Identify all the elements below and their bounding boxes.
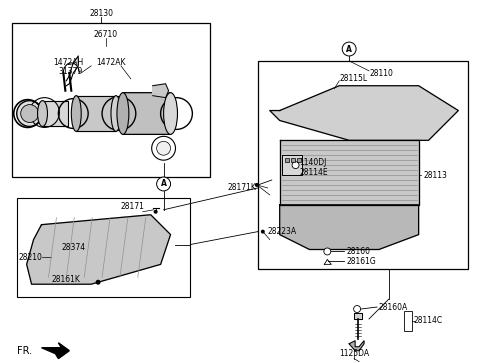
Polygon shape [280, 140, 419, 205]
Text: 28160: 28160 [346, 247, 370, 256]
Polygon shape [280, 205, 419, 249]
Bar [258, 61, 468, 269]
Text: 28113: 28113 [423, 171, 447, 180]
Text: 28171: 28171 [121, 202, 145, 211]
Text: 31379: 31379 [59, 68, 83, 76]
Polygon shape [76, 96, 116, 131]
Text: A: A [161, 179, 167, 188]
Text: 28210: 28210 [19, 253, 43, 262]
Text: 28161K: 28161K [51, 275, 80, 284]
Text: 28110: 28110 [369, 69, 393, 78]
Circle shape [261, 230, 265, 234]
Bar [297, 158, 300, 162]
Text: 28160A: 28160A [379, 302, 408, 311]
Text: FR.: FR. [17, 346, 32, 356]
Ellipse shape [37, 101, 48, 126]
Text: 1140DJ: 1140DJ [300, 158, 327, 167]
Text: 1125DA: 1125DA [339, 349, 369, 358]
Bar [12, 23, 210, 177]
Text: 28161G: 28161G [346, 257, 376, 266]
Circle shape [154, 210, 157, 214]
Text: 26710: 26710 [94, 30, 118, 38]
Circle shape [17, 101, 43, 126]
Circle shape [324, 248, 331, 255]
Polygon shape [42, 343, 69, 359]
Polygon shape [27, 215, 170, 284]
Ellipse shape [72, 96, 81, 131]
Text: 28115L: 28115L [339, 74, 367, 83]
Ellipse shape [111, 96, 121, 131]
Text: 1472AH: 1472AH [53, 58, 84, 68]
Text: 28130: 28130 [89, 9, 113, 18]
Circle shape [96, 280, 101, 285]
Text: 28223A: 28223A [268, 227, 297, 236]
Bar [17, 198, 191, 297]
Text: 28374: 28374 [61, 243, 85, 252]
Bar [290, 158, 295, 162]
Text: 28171K: 28171K [227, 183, 256, 192]
Text: 28114E: 28114E [300, 168, 328, 176]
Polygon shape [349, 341, 364, 351]
Circle shape [156, 177, 170, 191]
Circle shape [255, 183, 259, 187]
Ellipse shape [164, 93, 178, 134]
Polygon shape [43, 101, 68, 126]
Polygon shape [121, 93, 172, 134]
Text: 1472AK: 1472AK [96, 58, 126, 68]
Circle shape [342, 42, 356, 56]
Ellipse shape [117, 93, 129, 134]
Circle shape [354, 306, 360, 313]
Text: 28114C: 28114C [414, 317, 443, 325]
Circle shape [152, 136, 176, 160]
Circle shape [292, 162, 299, 168]
Circle shape [156, 141, 170, 155]
Bar [285, 158, 288, 162]
Polygon shape [270, 86, 458, 140]
Polygon shape [354, 313, 362, 319]
Circle shape [21, 105, 38, 122]
Polygon shape [153, 84, 168, 98]
Polygon shape [282, 155, 301, 175]
Bar [404, 311, 412, 331]
Text: A: A [346, 45, 352, 53]
